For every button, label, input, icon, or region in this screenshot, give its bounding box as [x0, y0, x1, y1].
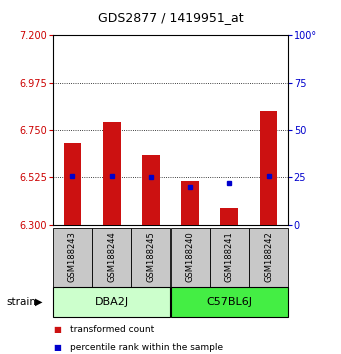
Text: GSM188242: GSM188242: [264, 231, 273, 282]
Bar: [260, 111, 277, 225]
Bar: [53, 287, 170, 317]
Text: GSM188240: GSM188240: [186, 231, 195, 282]
Bar: [142, 155, 160, 225]
Text: C57BL6J: C57BL6J: [206, 297, 252, 307]
Text: transformed count: transformed count: [70, 325, 154, 335]
Bar: [53, 228, 92, 287]
Bar: [181, 181, 199, 225]
Bar: [170, 287, 288, 317]
Text: GSM188243: GSM188243: [68, 231, 77, 282]
Text: strain: strain: [7, 297, 37, 307]
Text: ■: ■: [53, 325, 61, 335]
Bar: [249, 228, 288, 287]
Bar: [210, 228, 249, 287]
Text: GSM188241: GSM188241: [225, 231, 234, 282]
Text: ■: ■: [53, 343, 61, 352]
Text: percentile rank within the sample: percentile rank within the sample: [70, 343, 223, 352]
Text: DBA2J: DBA2J: [94, 297, 129, 307]
Bar: [64, 143, 81, 225]
Bar: [221, 208, 238, 225]
Text: GSM188244: GSM188244: [107, 231, 116, 282]
Text: ▶: ▶: [35, 297, 42, 307]
Text: GSM188245: GSM188245: [146, 231, 155, 282]
Bar: [170, 228, 210, 287]
Bar: [131, 228, 170, 287]
Bar: [92, 228, 131, 287]
Text: GDS2877 / 1419951_at: GDS2877 / 1419951_at: [98, 11, 243, 24]
Bar: [103, 122, 120, 225]
